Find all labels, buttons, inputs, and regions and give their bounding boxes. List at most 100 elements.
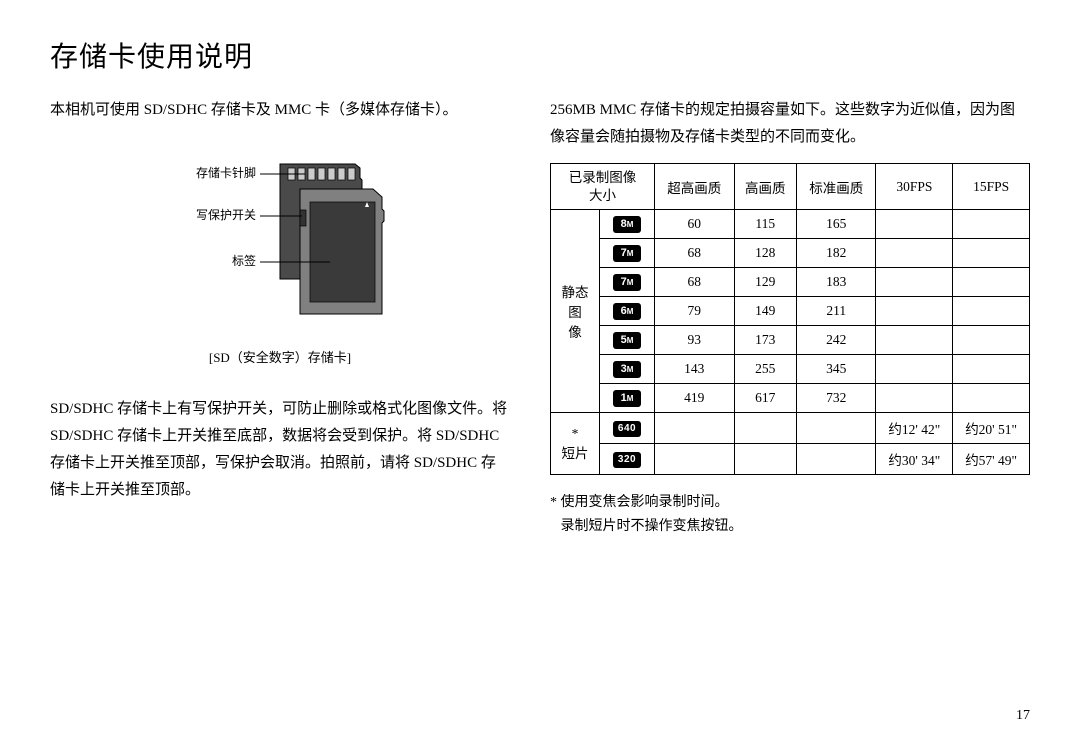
cell-value: 617 <box>734 384 796 413</box>
label-pins: 存储卡针脚 <box>196 165 256 180</box>
size-badge: 640 <box>613 421 641 437</box>
cell-value: 68 <box>655 268 735 297</box>
cell-value <box>734 413 796 444</box>
cell-value <box>953 210 1030 239</box>
th-col-1: 高画质 <box>734 164 796 210</box>
cell-value: 182 <box>796 239 876 268</box>
label-switch: 写保护开关 <box>196 208 256 222</box>
th-col-2: 标准画质 <box>796 164 876 210</box>
table-row: 6M 79149211 <box>551 297 1030 326</box>
cell-value <box>876 326 953 355</box>
cell-value: 255 <box>734 355 796 384</box>
cell-value: 183 <box>796 268 876 297</box>
cell-value <box>796 413 876 444</box>
th-imgsize-line2: 大小 <box>589 188 616 203</box>
footnote-2: 录制短片时不操作变焦按钮。 <box>550 515 1030 539</box>
cell-value <box>876 239 953 268</box>
cell-badge: 320 <box>600 444 655 475</box>
cell-value <box>734 444 796 475</box>
cell-value <box>655 413 735 444</box>
cell-value: 732 <box>796 384 876 413</box>
cell-value <box>953 384 1030 413</box>
cell-value: 345 <box>796 355 876 384</box>
cell-value: 149 <box>734 297 796 326</box>
still-image-label: 静态图像 <box>551 210 600 413</box>
cell-badge: 5M <box>600 326 655 355</box>
cell-value: 68 <box>655 239 735 268</box>
th-imgsize-line1: 已录制图像 <box>569 170 637 185</box>
size-badge: 8M <box>613 216 641 233</box>
cell-value: 约30' 34" <box>876 444 953 475</box>
cell-value: 143 <box>655 355 735 384</box>
left-column: 本相机可使用 SD/SDHC 存储卡及 MMC 卡（多媒体存储卡）。 <box>50 97 510 539</box>
size-badge: 320 <box>613 452 641 468</box>
cell-value <box>796 444 876 475</box>
cell-value: 约12' 42" <box>876 413 953 444</box>
cell-value <box>953 239 1030 268</box>
th-col-0: 超高画质 <box>655 164 735 210</box>
diagram-caption: [SD（安全数字）存储卡] <box>50 347 510 366</box>
sd-card-diagram: 存储卡针脚 写保护开关 标签 [SD（安全数字）存储卡] <box>50 154 510 366</box>
cell-value: 约20' 51" <box>953 413 1030 444</box>
cell-value: 165 <box>796 210 876 239</box>
cell-badge: 8M <box>600 210 655 239</box>
table-row: 7M 68128182 <box>551 239 1030 268</box>
capacity-table: 已录制图像 大小 超高画质 高画质 标准画质 30FPS 15FPS 静态图像 8… <box>550 163 1030 475</box>
protect-text: SD/SDHC 存储卡上有写保护开关，可防止删除或格式化图像文件。将 SD/SD… <box>50 396 510 504</box>
table-row: 1M 419617732 <box>551 384 1030 413</box>
page-title: 存储卡使用说明 <box>50 35 1030 75</box>
cell-value <box>953 355 1030 384</box>
cell-value <box>876 210 953 239</box>
th-col-4: 15FPS <box>953 164 1030 210</box>
cell-value <box>953 268 1030 297</box>
table-row: 静态图像8M60115165 <box>551 210 1030 239</box>
cell-value: 79 <box>655 297 735 326</box>
cell-badge: 3M <box>600 355 655 384</box>
cell-value: 211 <box>796 297 876 326</box>
th-col-3: 30FPS <box>876 164 953 210</box>
cell-value: 173 <box>734 326 796 355</box>
size-badge: 3M <box>613 361 641 378</box>
footnote-1: * 使用变焦会影响录制时间。 <box>550 491 1030 515</box>
table-row: 7M 68129183 <box>551 268 1030 297</box>
size-badge: 7M <box>613 274 641 291</box>
cell-value <box>953 297 1030 326</box>
table-row: * 短片640约12' 42"约20' 51" <box>551 413 1030 444</box>
table-row: 320 约30' 34"约57' 49" <box>551 444 1030 475</box>
right-intro: 256MB MMC 存储卡的规定拍摄容量如下。这些数字为近似值，因为图像容量会随… <box>550 97 1030 151</box>
size-badge: 6M <box>613 303 641 320</box>
cell-badge: 6M <box>600 297 655 326</box>
movie-label: * 短片 <box>551 413 600 475</box>
cell-value <box>876 297 953 326</box>
size-badge: 5M <box>613 332 641 349</box>
cell-value: 93 <box>655 326 735 355</box>
label-label: 标签 <box>232 253 256 268</box>
cell-value <box>876 268 953 297</box>
size-badge: 7M <box>613 245 641 262</box>
cell-value: 115 <box>734 210 796 239</box>
cell-value <box>876 384 953 413</box>
cell-value: 419 <box>655 384 735 413</box>
footnote-2-text: 录制短片时不操作变焦按钮。 <box>557 519 743 534</box>
cell-value <box>876 355 953 384</box>
size-badge: 1M <box>613 390 641 407</box>
content-columns: 本相机可使用 SD/SDHC 存储卡及 MMC 卡（多媒体存储卡）。 <box>50 97 1030 539</box>
table-row: 3M 143255345 <box>551 355 1030 384</box>
cell-badge: 640 <box>600 413 655 444</box>
cell-value <box>953 326 1030 355</box>
cell-value <box>655 444 735 475</box>
page-number: 17 <box>1016 708 1030 724</box>
left-intro: 本相机可使用 SD/SDHC 存储卡及 MMC 卡（多媒体存储卡）。 <box>50 97 510 124</box>
cell-value: 128 <box>734 239 796 268</box>
cell-value: 60 <box>655 210 735 239</box>
cell-badge: 7M <box>600 239 655 268</box>
right-column: 256MB MMC 存储卡的规定拍摄容量如下。这些数字为近似值，因为图像容量会随… <box>550 97 1030 539</box>
th-imgsize: 已录制图像 大小 <box>551 164 655 210</box>
cell-value: 242 <box>796 326 876 355</box>
cell-badge: 7M <box>600 268 655 297</box>
footnotes: * 使用变焦会影响录制时间。 录制短片时不操作变焦按钮。 <box>550 491 1030 539</box>
table-row: 5M 93173242 <box>551 326 1030 355</box>
cell-value: 约57' 49" <box>953 444 1030 475</box>
cell-badge: 1M <box>600 384 655 413</box>
cell-value: 129 <box>734 268 796 297</box>
